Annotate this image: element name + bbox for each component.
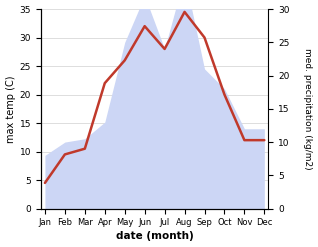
- X-axis label: date (month): date (month): [116, 231, 194, 242]
- Y-axis label: max temp (C): max temp (C): [5, 75, 16, 143]
- Y-axis label: med. precipitation (kg/m2): med. precipitation (kg/m2): [303, 48, 313, 170]
